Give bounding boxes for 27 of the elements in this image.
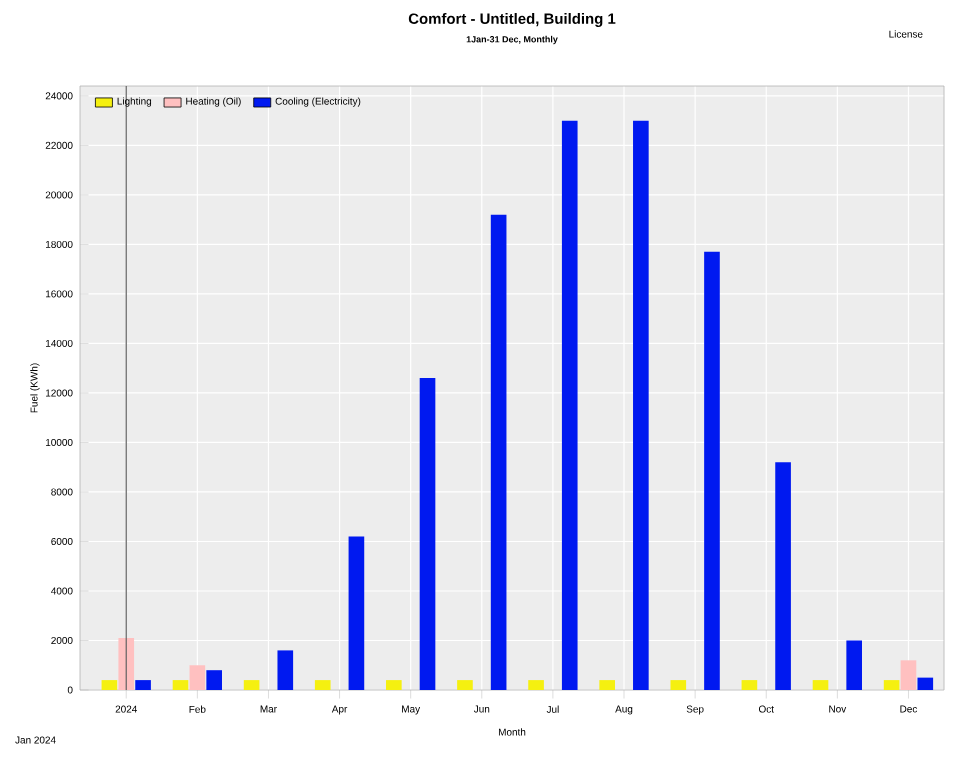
bar xyxy=(172,680,189,690)
bar xyxy=(490,214,507,690)
bar xyxy=(633,120,649,690)
bar xyxy=(900,660,917,690)
bar xyxy=(314,680,331,690)
bar xyxy=(206,670,222,690)
bar xyxy=(883,680,900,690)
bar xyxy=(846,640,863,690)
bar xyxy=(704,251,720,690)
bar xyxy=(189,665,206,690)
bar xyxy=(457,680,473,690)
bar xyxy=(386,680,402,690)
bar xyxy=(135,680,151,690)
bar xyxy=(101,680,118,690)
bar xyxy=(277,650,294,690)
bar xyxy=(348,536,365,690)
bar xyxy=(118,638,135,690)
bar xyxy=(243,680,260,690)
bar xyxy=(670,680,687,690)
bar xyxy=(812,680,829,690)
bar xyxy=(599,680,615,690)
bar xyxy=(561,120,578,690)
bar xyxy=(419,378,436,690)
bar xyxy=(741,680,758,690)
bar xyxy=(528,680,544,690)
bar xyxy=(917,677,934,690)
bar xyxy=(775,462,791,690)
